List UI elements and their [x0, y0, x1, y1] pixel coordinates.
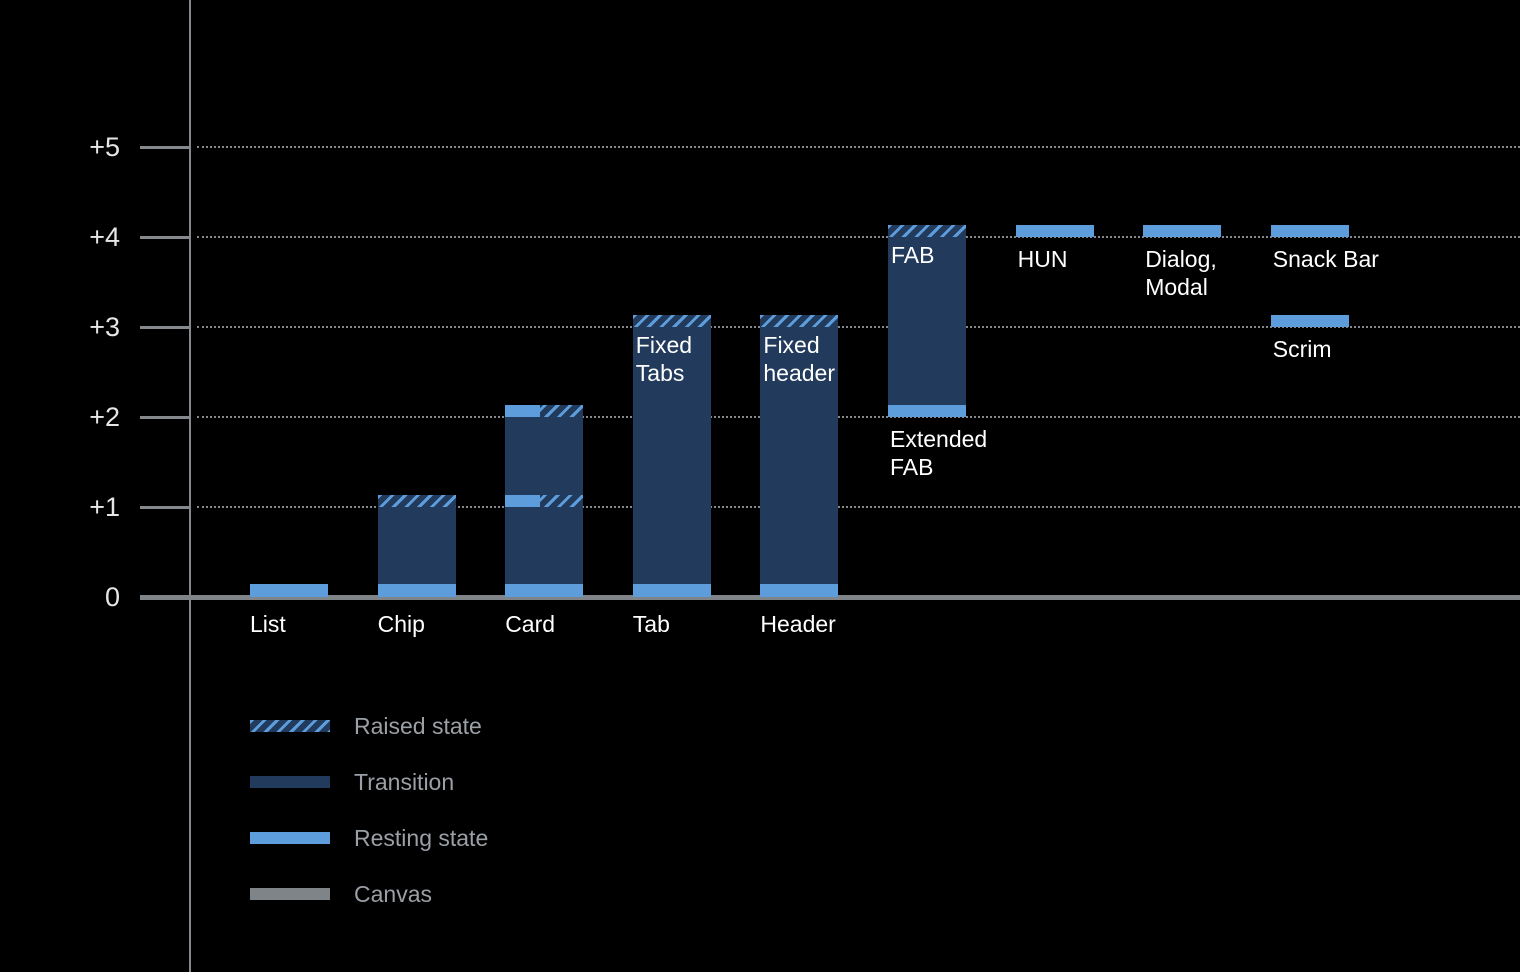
y-axis-tick-mark	[140, 326, 190, 329]
legend: Raised state Transition Resting state Canva…	[250, 712, 489, 938]
bar-label: Header	[760, 611, 836, 637]
gridline	[197, 146, 1520, 148]
legend-label: Canvas	[354, 880, 432, 907]
y-axis-line	[189, 0, 191, 972]
y-axis-tick-label: 0	[104, 582, 120, 612]
bar-label: Dialog, Modal	[1145, 246, 1217, 300]
bar-segment-resting	[250, 583, 328, 597]
bar-label: Fixed header	[763, 332, 836, 387]
bar-segment-resting	[1143, 225, 1222, 237]
gridline	[197, 416, 1520, 418]
bar-label: Scrim	[1272, 336, 1332, 362]
bar-segment-resting	[1270, 225, 1349, 237]
legend-item-transition: Transition	[250, 768, 488, 795]
legend-swatch-canvas	[250, 888, 330, 900]
bar-segment-resting	[632, 583, 711, 597]
bar-label: Fixed Tabs	[635, 332, 693, 387]
bar-segment-resting-raised	[505, 405, 584, 417]
bar-label: Extended FAB	[890, 426, 988, 480]
legend-label: Transition	[354, 768, 455, 795]
y-axis-tick-mark	[140, 506, 190, 509]
bar-label: List	[250, 611, 286, 637]
bar-label: FAB	[891, 242, 935, 269]
bar-segment-transition	[760, 327, 839, 584]
legend-item-resting: Resting state	[250, 824, 489, 851]
bar-segment-transition	[377, 507, 456, 584]
y-axis-tick-label: +4	[89, 222, 120, 252]
bar-segment-resting	[505, 583, 584, 597]
bar-label: Chip	[377, 611, 425, 637]
legend-item-canvas: Canvas	[250, 880, 488, 907]
bar-segment-resting-raised	[505, 495, 584, 507]
y-axis-tick-label: +1	[89, 492, 120, 522]
gridline	[197, 506, 1520, 508]
bar-label: Card	[505, 611, 556, 637]
legend-label: Resting state	[354, 824, 489, 851]
legend-swatch-resting	[250, 832, 330, 844]
legend-swatch-transition	[250, 776, 330, 788]
bar-segment-transition	[888, 237, 966, 406]
legend-swatch-raised	[250, 720, 330, 732]
bar-segment-resting	[1270, 315, 1349, 327]
y-axis-tick-label: +3	[89, 312, 120, 342]
bar-label: HUN	[1017, 246, 1068, 272]
bar-segment-raised	[632, 315, 711, 327]
legend-item-raised: Raised state	[250, 712, 488, 739]
bar-label: Tab	[632, 611, 670, 637]
gridline	[197, 326, 1520, 328]
y-axis-tick-mark	[140, 236, 190, 239]
bar-segment-resting	[888, 405, 966, 417]
bar-segment-transition	[505, 507, 584, 584]
legend-label: Raised state	[354, 712, 482, 739]
bar-label: Snack Bar	[1272, 246, 1379, 272]
y-axis-tick-label: +5	[89, 132, 120, 162]
bar-segment-transition	[505, 417, 584, 496]
canvas-baseline	[140, 595, 1520, 600]
gridline	[197, 236, 1520, 238]
bar-segment-raised	[377, 495, 456, 507]
bar-segment-resting	[760, 583, 839, 597]
bar-segment-transition	[632, 327, 711, 584]
bar-segment-resting	[1015, 225, 1094, 237]
y-axis-tick-mark	[140, 146, 190, 149]
bar-segment-raised	[760, 315, 839, 327]
y-axis-tick-label: +2	[89, 402, 120, 432]
bar-segment-resting	[377, 583, 456, 597]
y-axis-tick-mark	[140, 416, 190, 419]
bar-segment-raised	[888, 225, 966, 237]
